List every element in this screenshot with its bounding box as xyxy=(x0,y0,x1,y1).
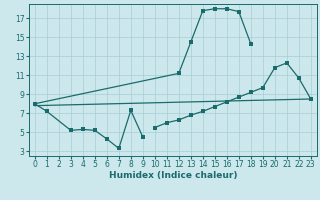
X-axis label: Humidex (Indice chaleur): Humidex (Indice chaleur) xyxy=(108,171,237,180)
